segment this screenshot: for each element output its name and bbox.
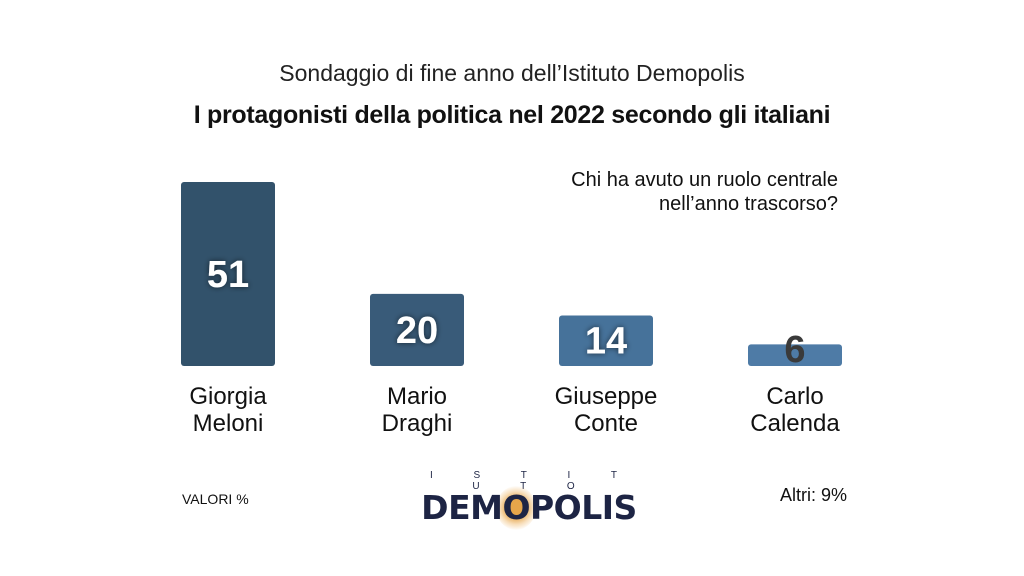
category-label: Mario <box>387 383 447 410</box>
question-line-1: Chi ha avuto un ruolo centrale <box>571 169 838 191</box>
category-label: Giorgia <box>189 383 267 410</box>
bar <box>370 293 464 366</box>
bar <box>181 182 275 366</box>
bar-value-label: 20 <box>396 310 438 352</box>
chart-question: Chi ha avuto un ruolo centrale nell’anno… <box>571 168 838 216</box>
bar-value-label: 14 <box>585 321 627 363</box>
category-label: Carlo <box>766 383 823 410</box>
question-line-2: nell’anno trascorso? <box>659 193 838 215</box>
bar <box>559 315 653 366</box>
category-label: Conte <box>574 410 638 437</box>
chart-subtitle: Sondaggio di fine anno dell’Istituto Dem… <box>279 60 745 86</box>
bar <box>748 344 842 366</box>
bar-value-label: 6 <box>784 329 805 371</box>
chart-title: I protagonisti della politica nel 2022 s… <box>193 101 831 129</box>
category-label: Giuseppe <box>555 383 658 410</box>
bar-value-label: 51 <box>207 254 249 296</box>
others-note: Altri: 9% <box>779 485 847 505</box>
logo-top-text: I S T I T U T O <box>429 470 636 492</box>
values-unit-note: VALORI % <box>182 491 249 507</box>
logo-main-text: DEMOPOLIS <box>421 488 637 527</box>
category-label: Draghi <box>382 410 453 437</box>
category-label: Calenda <box>750 410 840 437</box>
category-label: Meloni <box>193 410 264 437</box>
logo-glow-icon <box>496 486 536 530</box>
demopolis-logo: I S T I T U T O DEMOPOLIS <box>404 470 654 530</box>
